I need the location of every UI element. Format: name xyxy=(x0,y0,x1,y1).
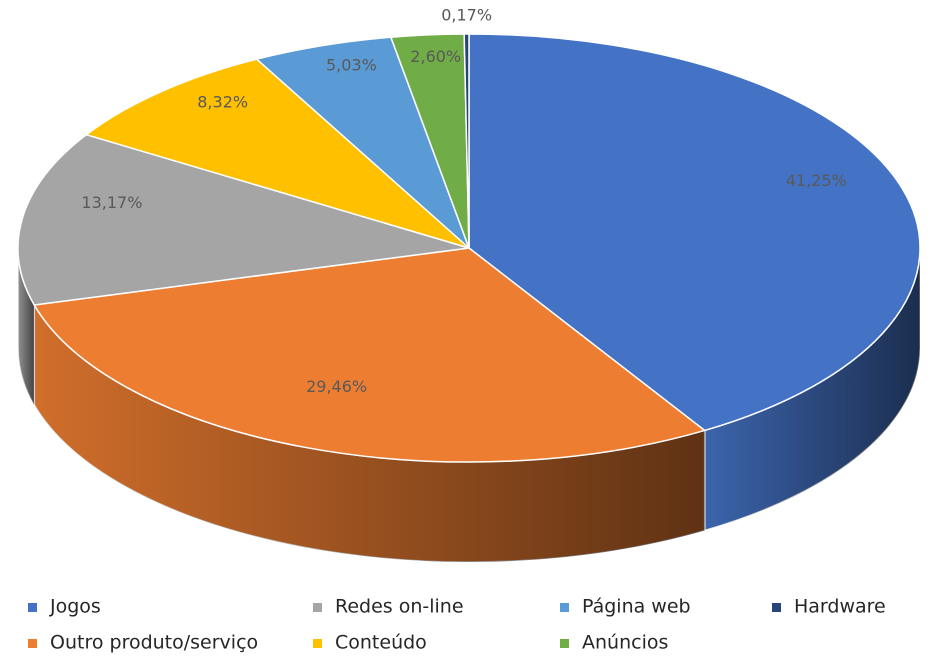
value-label: 13,17% xyxy=(81,193,142,212)
value-labels: 41,25% 29,46% 13,17% 8,32% 5,03% 2,60% 0,17% xyxy=(81,6,846,396)
pie-tops xyxy=(17,33,921,463)
legend-label: Hardware xyxy=(794,596,886,618)
value-label: 29,46% xyxy=(306,377,367,396)
slice xyxy=(17,133,470,306)
legend-swatch xyxy=(313,603,322,612)
value-label: 41,25% xyxy=(786,171,847,190)
legend-label: Jogos xyxy=(49,596,101,618)
legend-label: Conteúdo xyxy=(335,632,427,654)
value-label: 8,32% xyxy=(197,92,248,111)
side-shade xyxy=(34,304,705,562)
slice xyxy=(33,247,707,463)
slice xyxy=(84,58,470,249)
side-shade xyxy=(704,248,920,531)
legend-swatch xyxy=(560,639,569,648)
value-label: 2,60% xyxy=(410,47,461,66)
value-label: 0,17% xyxy=(441,6,492,25)
legend-label: Página web xyxy=(582,596,691,618)
legend-swatch xyxy=(313,639,322,648)
legend-swatch xyxy=(772,603,781,612)
legend-label: Redes on-line xyxy=(335,596,464,618)
legend-label: Anúncios xyxy=(582,632,668,654)
legend-swatch xyxy=(28,603,37,612)
slice xyxy=(255,36,470,249)
value-label: 5,03% xyxy=(326,56,377,75)
legend-swatch xyxy=(28,639,37,648)
side-shade xyxy=(18,248,35,405)
slice xyxy=(463,33,470,249)
slice xyxy=(468,33,921,432)
legend-label: Outro produto/serviço xyxy=(50,632,258,654)
legend: Jogos Outro produto/serviço Redes on-line C… xyxy=(28,596,886,654)
pie-sides xyxy=(17,247,921,563)
legend-swatch xyxy=(560,603,569,612)
